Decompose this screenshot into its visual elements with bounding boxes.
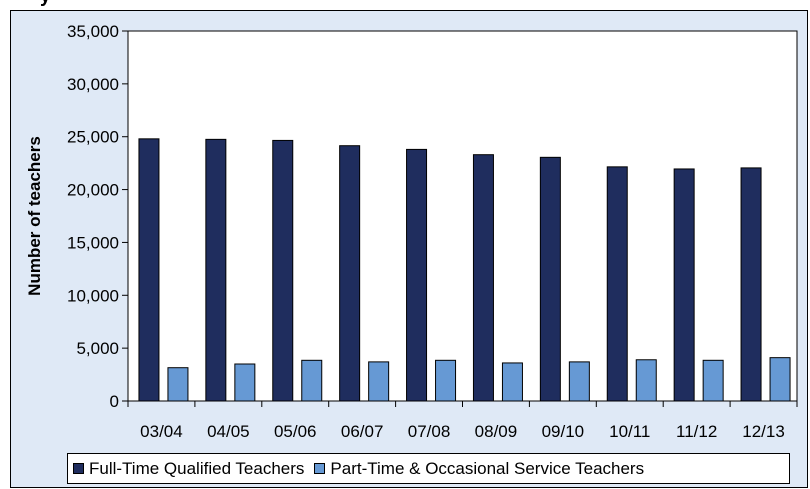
plot-area bbox=[127, 30, 798, 402]
y-tick-label: 5,000 bbox=[76, 339, 119, 358]
bar-part-time bbox=[234, 363, 256, 402]
x-tick-label: 03/04 bbox=[140, 422, 183, 441]
x-tick-label: 06/07 bbox=[341, 422, 384, 441]
bar-part-time bbox=[167, 367, 189, 402]
x-tick-label: 04/05 bbox=[207, 422, 250, 441]
bar-part-time bbox=[368, 361, 390, 402]
bar-part-time bbox=[568, 361, 590, 402]
chart-title-fragment: y bbox=[40, 0, 51, 8]
bar-part-time bbox=[769, 357, 791, 402]
y-tick-label: 25,000 bbox=[67, 128, 119, 147]
y-tick-label: 30,000 bbox=[67, 75, 119, 94]
bar-part-time bbox=[635, 359, 657, 402]
bar-part-time bbox=[501, 362, 523, 402]
bar-full-time bbox=[406, 148, 428, 402]
x-tick-label: 12/13 bbox=[742, 422, 785, 441]
y-tick-label: 0 bbox=[110, 392, 119, 411]
bar-full-time bbox=[740, 167, 762, 402]
bar-full-time bbox=[673, 168, 695, 402]
bar-full-time bbox=[472, 154, 494, 402]
x-tick-label: 09/10 bbox=[542, 422, 585, 441]
x-tick-label: 11/12 bbox=[676, 422, 717, 441]
y-axis-label: Number of teachers bbox=[25, 136, 44, 296]
y-axis: 0 5,000 10,000 15,000 20,000 25,000 30,000 35,0… bbox=[67, 22, 128, 411]
legend: Full-Time Qualified Teachers Part-Time &… bbox=[67, 453, 790, 484]
bar-full-time bbox=[205, 138, 227, 402]
x-tick-label: 05/06 bbox=[274, 422, 317, 441]
legend-label-part-time: Part-Time & Occasional Service Teachers bbox=[330, 458, 645, 478]
bar-full-time bbox=[539, 156, 561, 402]
legend-label-full-time: Full-Time Qualified Teachers bbox=[89, 458, 305, 478]
legend-item-full-time: Full-Time Qualified Teachers bbox=[73, 459, 304, 479]
y-tick-label: 20,000 bbox=[67, 181, 119, 200]
x-axis: 03/04 04/05 05/06 06/07 07/08 08/09 09/10 10/11… bbox=[127, 401, 798, 441]
x-tick-label: 10/11 bbox=[609, 422, 650, 441]
bar-full-time bbox=[272, 139, 294, 402]
bar-full-time bbox=[606, 166, 628, 402]
y-tick-label: 15,000 bbox=[67, 233, 119, 252]
bars bbox=[138, 138, 791, 402]
x-tick-label: 07/08 bbox=[408, 422, 451, 441]
bar-part-time bbox=[435, 359, 457, 402]
x-tick-label: 08/09 bbox=[475, 422, 518, 441]
y-tick-label: 35,000 bbox=[67, 22, 119, 41]
legend-swatch-part-time bbox=[314, 463, 326, 474]
y-tick-label: 10,000 bbox=[67, 286, 119, 305]
legend-swatch-full-time bbox=[73, 463, 84, 474]
bar-full-time bbox=[339, 145, 361, 402]
bar-full-time bbox=[138, 138, 160, 402]
bar-part-time bbox=[301, 359, 323, 402]
legend-item-part-time: Part-Time & Occasional Service Teachers bbox=[314, 459, 644, 479]
bar-part-time bbox=[702, 359, 724, 402]
